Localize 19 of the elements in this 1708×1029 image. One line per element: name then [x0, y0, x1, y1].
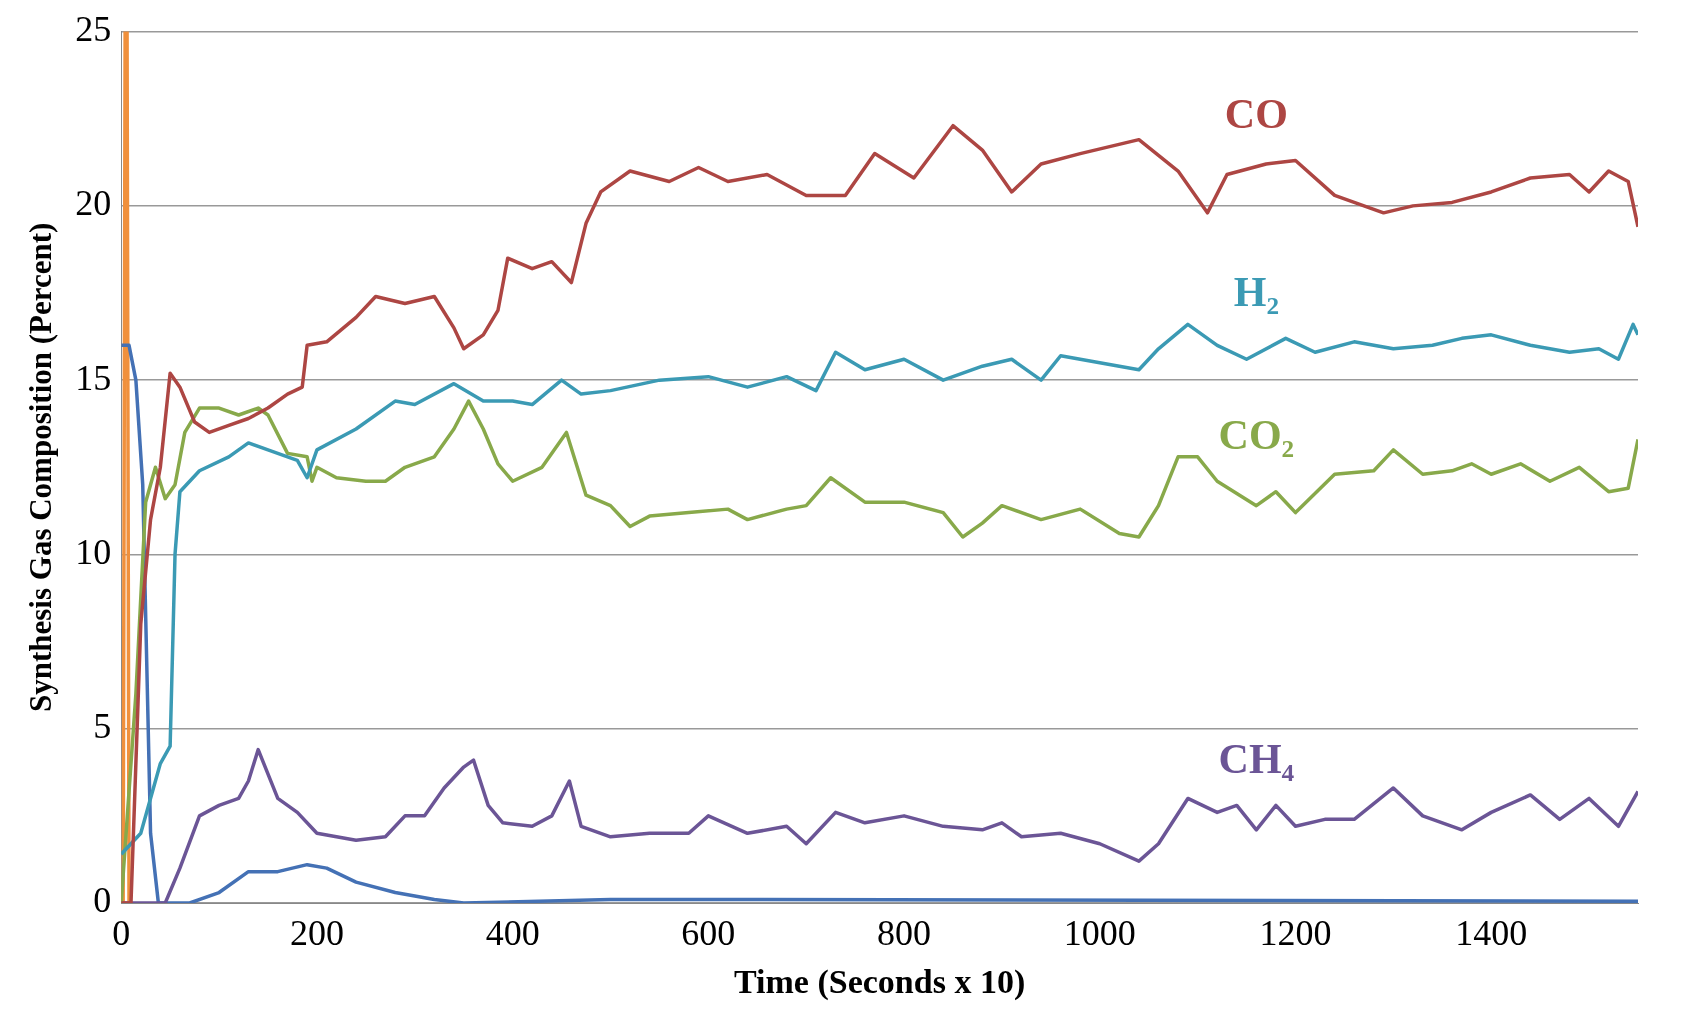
x-axis-title: Time (Seconds x 10) [733, 963, 1026, 1002]
series-label: CH₄ [1218, 736, 1295, 783]
x-tick-label: 1000 [1063, 913, 1136, 954]
y-axis-title: Synthesis Gas Composition (Percent) [22, 222, 58, 712]
y-tick-label: 20 [75, 183, 112, 224]
x-tick-label: 600 [681, 913, 736, 954]
series-label: H₂ [1233, 269, 1279, 316]
y-tick-label: 25 [75, 9, 112, 50]
y-tick-label: 15 [75, 357, 112, 398]
y-tick-label: 10 [75, 531, 112, 572]
x-tick-label: 200 [289, 913, 344, 954]
series-label: CO₂ [1218, 412, 1295, 459]
y-tick-label: 0 [93, 880, 112, 921]
x-tick-label: 1200 [1259, 913, 1332, 954]
x-tick-label: 400 [485, 913, 540, 954]
y-tick-label: 5 [93, 706, 112, 747]
series-label: CO [1224, 91, 1288, 138]
x-tick-label: 1400 [1455, 913, 1528, 954]
x-tick-label: 800 [877, 913, 932, 954]
